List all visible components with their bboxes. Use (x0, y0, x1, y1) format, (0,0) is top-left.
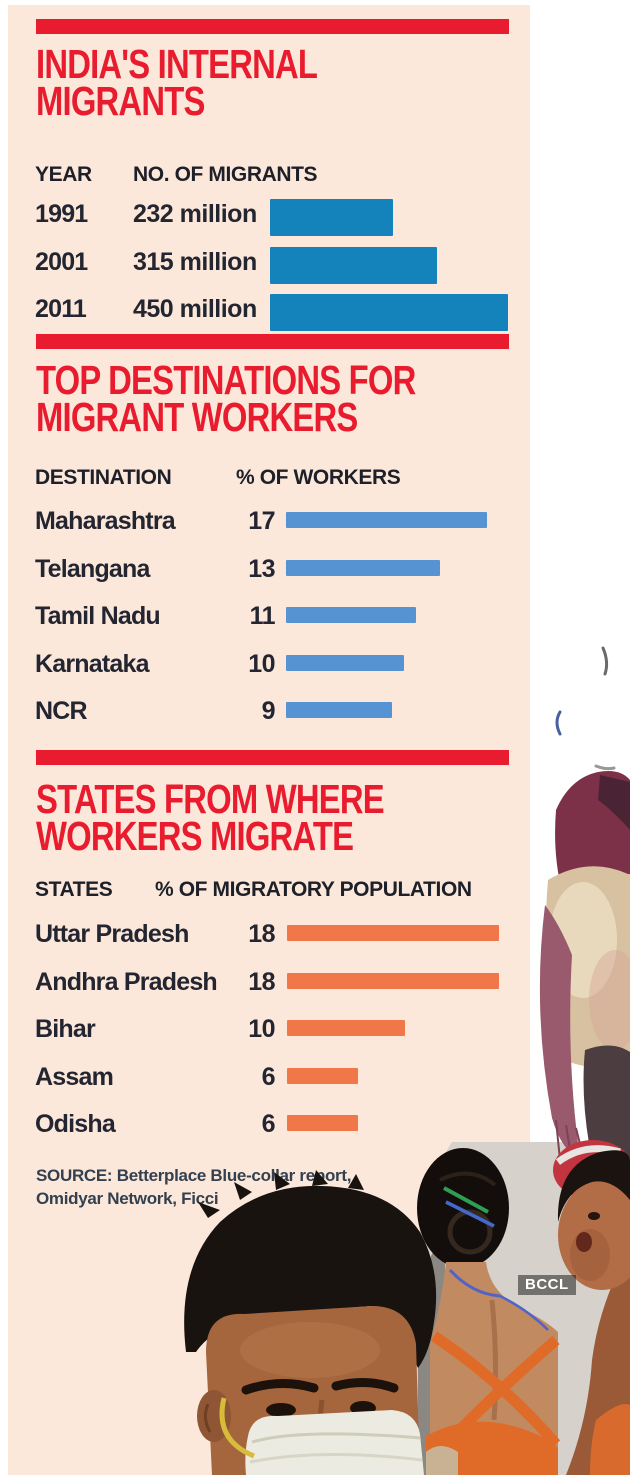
value-bar (287, 1115, 358, 1131)
value-label: 13 (248, 554, 275, 583)
value-bar (286, 559, 440, 576)
value-label: 18 (248, 920, 275, 948)
chart-row: Assam 6 (8, 1060, 530, 1094)
chart-row: Maharashtra 17 (8, 504, 530, 538)
value-label: 9 (261, 697, 276, 725)
section-top-destinations: TOP DESTINATIONS FOR MIGRANT WORKERS DESTI… (8, 5, 530, 1475)
value-label: 315 million (133, 247, 257, 276)
source-credit-line: SOURCE: Betterplace Blue-collar report, (36, 1166, 352, 1185)
section-title: STATES FROM WHERE WORKERS MIGRATE (36, 776, 516, 859)
section-internal-migrants: INDIA'S INTERNAL MIGRANTS YEAR NO. OF MIGRA… (8, 5, 530, 1475)
value-bar (270, 199, 393, 236)
value-bar (286, 607, 416, 623)
section-title-line: INDIA'S INTERNAL (36, 41, 318, 87)
photo-bundle (539, 771, 630, 1163)
chart-row: Tamil Nadu 11 (8, 599, 530, 633)
chart-row: Telangana 13 (8, 552, 530, 586)
category-label: 1991 (35, 200, 88, 228)
category-label: Telangana (35, 554, 150, 583)
category-label: Karnataka (35, 649, 150, 678)
section-divider-bar (36, 334, 509, 349)
chart-row: Odisha 6 (8, 1107, 530, 1141)
photo-marks (555, 646, 616, 771)
category-label: 2001 (35, 247, 88, 276)
value-label: 17 (248, 507, 275, 535)
section-title-line: WORKERS MIGRATE (36, 813, 354, 859)
value-bar (287, 972, 499, 989)
section-title-line: MIGRANT WORKERS (36, 394, 358, 440)
value-label: 10 (248, 649, 275, 678)
value-label: 232 million (133, 200, 257, 228)
section-title-line: MIGRANTS (36, 78, 205, 124)
value-label: 10 (248, 1015, 275, 1043)
column-header-value: NO. OF MIGRANTS (133, 163, 318, 186)
chart-row: Karnataka 10 (8, 647, 530, 681)
category-label: Tamil Nadu (35, 602, 161, 630)
category-label: Andhra Pradesh (35, 967, 218, 996)
chart-row: 2001 315 million (8, 245, 530, 287)
chart-row: NCR 9 (8, 694, 530, 728)
section-source-states: STATES FROM WHERE WORKERS MIGRATE STATES % … (8, 5, 530, 1475)
category-label: Uttar Pradesh (35, 920, 189, 948)
value-label: 18 (248, 967, 275, 996)
column-header-category: STATES (35, 878, 113, 901)
source-credit: SOURCE: Betterplace Blue-collar report, O… (36, 1164, 351, 1210)
value-bar (270, 294, 508, 331)
column-headers: DESTINATION % OF WORKERS (8, 466, 530, 490)
chart-row: Andhra Pradesh 18 (8, 965, 530, 999)
chart-row: Uttar Pradesh 18 (8, 917, 530, 951)
column-headers: YEAR NO. OF MIGRANTS (8, 163, 530, 187)
category-label: Assam (35, 1062, 114, 1091)
chart-row: 2011 450 million (8, 292, 530, 334)
category-label: 2011 (35, 295, 87, 323)
value-bar (286, 702, 392, 718)
bccl-watermark: BCCL (518, 1275, 576, 1295)
column-headers: STATES % OF MIGRATORY POPULATION (8, 878, 530, 902)
column-header-value: % OF MIGRATORY POPULATION (155, 878, 472, 901)
column-header-value: % OF WORKERS (236, 466, 401, 489)
section-title: INDIA'S INTERNAL MIGRANTS (36, 41, 516, 124)
value-bar (286, 512, 487, 528)
column-header-category: YEAR (35, 163, 92, 186)
section-title-line: STATES FROM WHERE (36, 776, 385, 822)
value-bar (287, 1067, 358, 1084)
value-label: 6 (261, 1062, 276, 1091)
infographic-panel: INDIA'S INTERNAL MIGRANTS YEAR NO. OF MIGRA… (8, 5, 530, 1475)
value-label: 11 (249, 602, 276, 630)
category-label: Odisha (35, 1110, 116, 1138)
section-divider-bar (36, 19, 509, 34)
photo-child (557, 1150, 630, 1475)
photo-ball (553, 1140, 630, 1200)
value-label: 450 million (133, 295, 257, 323)
value-bar (287, 1020, 405, 1036)
value-bar (270, 246, 437, 284)
section-divider-bar (36, 750, 509, 765)
source-credit-line: Omidyar Network, Ficci (36, 1189, 219, 1208)
category-label: Maharashtra (35, 507, 176, 535)
section-title: TOP DESTINATIONS FOR MIGRANT WORKERS (36, 357, 516, 440)
value-bar (287, 925, 499, 941)
chart-row: 1991 232 million (8, 197, 530, 239)
category-label: NCR (35, 697, 88, 725)
column-header-category: DESTINATION (35, 466, 172, 489)
section-title-line: TOP DESTINATIONS FOR (36, 357, 416, 403)
chart-row: Bihar 10 (8, 1012, 530, 1046)
value-bar (286, 654, 404, 671)
value-label: 6 (261, 1110, 276, 1138)
category-label: Bihar (35, 1015, 96, 1043)
